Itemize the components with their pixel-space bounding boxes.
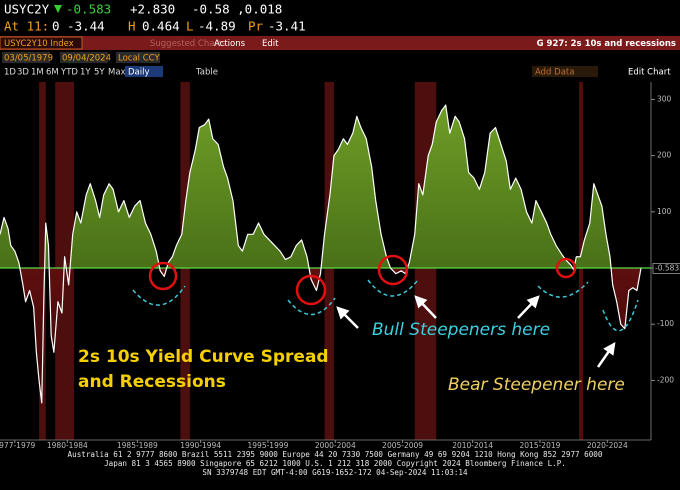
x-tick-label: 1980-1984 bbox=[47, 441, 88, 450]
x-tick-label: 1995-1999 bbox=[248, 441, 289, 450]
prev-label: Pr bbox=[248, 19, 264, 34]
frequency-box[interactable] bbox=[125, 66, 163, 77]
highlights bbox=[132, 254, 639, 368]
ticker: USYC2Y bbox=[4, 2, 50, 17]
frequency[interactable]: Daily bbox=[128, 68, 150, 78]
high: 0.464 bbox=[142, 19, 180, 34]
end-date-box[interactable] bbox=[60, 52, 108, 63]
x-tick-label: 2020-2024 bbox=[587, 441, 628, 450]
down-arrow bbox=[54, 5, 62, 13]
dashed-arc bbox=[132, 285, 186, 306]
period-buttons: 1D 3D 1M 6M YTD 1Y 5Y Max bbox=[4, 68, 126, 78]
currency-box[interactable] bbox=[116, 52, 160, 63]
arrow bbox=[414, 295, 437, 319]
dashed-arc bbox=[367, 279, 419, 297]
annotation: Bull Steepeners here bbox=[372, 320, 550, 340]
circle bbox=[377, 254, 409, 286]
footer-line: Japan 81 3 4565 8900 Singapore 65 6212 1… bbox=[104, 459, 566, 468]
dashed-arc bbox=[287, 297, 336, 316]
time-label: At 11: bbox=[4, 19, 49, 34]
add-data-box[interactable] bbox=[532, 66, 598, 77]
prev: -3.41 bbox=[268, 19, 306, 34]
actions-menu[interactable]: Actions bbox=[214, 39, 246, 49]
period-button[interactable]: Max bbox=[108, 68, 126, 78]
x-tick-label: 2015-2019 bbox=[520, 441, 561, 450]
net-change: +2.830 bbox=[130, 2, 175, 17]
bid-ask: -0.58 ,0.018 bbox=[192, 2, 282, 17]
arrow bbox=[336, 306, 359, 329]
period-button[interactable]: YTD bbox=[60, 68, 78, 78]
suggested-charts[interactable]: Suggested Charts bbox=[150, 39, 226, 49]
x-tick-label: 2005-2009 bbox=[382, 441, 423, 450]
circle bbox=[555, 257, 577, 279]
x-tick-label: 1990-1994 bbox=[180, 441, 221, 450]
chart-title: 2s 10s Yield Curve Spread bbox=[78, 347, 329, 367]
period-button[interactable]: 3D bbox=[17, 68, 29, 78]
end-date[interactable]: 09/04/2024 bbox=[62, 54, 111, 64]
period-button[interactable]: 5Y bbox=[94, 68, 105, 78]
period-button[interactable]: 1Y bbox=[80, 68, 91, 78]
footer-line: Australia 61 2 9777 8600 Brazil 5511 239… bbox=[68, 450, 603, 459]
y-tick-label: 300 bbox=[657, 94, 672, 103]
period-button[interactable]: 1M bbox=[31, 68, 44, 78]
spread-line bbox=[0, 104, 642, 404]
y-tick-label: -200 bbox=[657, 375, 674, 384]
annotation: Bear Steepener here bbox=[448, 375, 625, 395]
edit-menu[interactable]: Edit bbox=[262, 39, 279, 49]
x-tick-label: 2000-2004 bbox=[315, 441, 356, 450]
page-title: G 927: 2s 10s and recessions bbox=[537, 39, 676, 49]
low-label: L bbox=[186, 19, 194, 34]
low: -4.89 bbox=[198, 19, 236, 34]
toolbar-bar bbox=[0, 36, 680, 50]
table-button[interactable]: Table bbox=[195, 68, 218, 78]
plot-area: -200-10001002003001977-19791980-19841985… bbox=[0, 82, 680, 450]
start-date[interactable]: 03/05/1979 bbox=[4, 54, 53, 64]
circle bbox=[148, 261, 178, 291]
start-date-box[interactable] bbox=[2, 52, 50, 63]
open: 0 -3.44 bbox=[52, 19, 105, 34]
last-value-box bbox=[652, 263, 680, 274]
period-button[interactable]: 1D bbox=[4, 68, 16, 78]
last-value-label: -0.5835 bbox=[655, 263, 680, 272]
last-price: -0.583 bbox=[66, 2, 111, 17]
arrow bbox=[596, 341, 616, 368]
x-tick-label: 1977-1979 bbox=[0, 441, 35, 450]
period-button[interactable]: 6M bbox=[46, 68, 59, 78]
security[interactable]: USYC2Y10 Index bbox=[4, 39, 74, 49]
add-data[interactable]: Add Data bbox=[535, 68, 574, 78]
security-box[interactable] bbox=[0, 36, 83, 50]
dashed-arc bbox=[537, 281, 589, 298]
footer-line: SN 3379748 EDT GMT-4:00 G619-1652-172 04… bbox=[202, 468, 468, 477]
x-tick-label: 2010-2014 bbox=[452, 441, 493, 450]
positive-area bbox=[0, 105, 641, 269]
recession-band bbox=[39, 82, 46, 440]
high-label: H bbox=[128, 19, 136, 34]
edit-chart[interactable]: Edit Chart bbox=[628, 68, 671, 78]
arrow bbox=[517, 295, 540, 319]
circle bbox=[295, 274, 327, 306]
dashed-arc bbox=[602, 299, 639, 332]
currency[interactable]: Local CCY bbox=[118, 54, 160, 64]
y-tick-label: 200 bbox=[657, 151, 672, 160]
chart-title: and Recessions bbox=[78, 372, 226, 392]
y-tick-label: -100 bbox=[657, 319, 674, 328]
y-tick-label: 100 bbox=[657, 207, 672, 216]
x-tick-label: 1985-1989 bbox=[117, 441, 158, 450]
